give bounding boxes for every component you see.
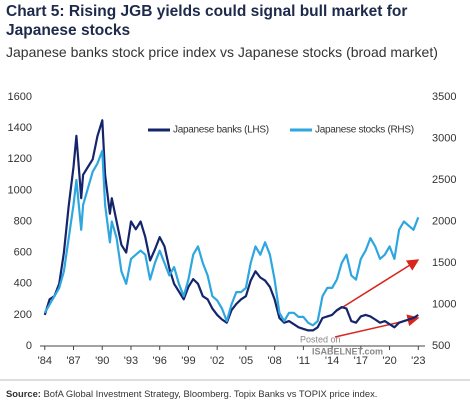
y2-tick-label: 2000 (432, 215, 456, 227)
watermark: Posted on (300, 334, 341, 344)
x-tick-label: '96 (153, 355, 167, 367)
x-tick-label: '20 (382, 355, 396, 367)
x-tick-label: '87 (66, 355, 80, 367)
y2-tick-label: 3500 (432, 91, 456, 103)
x-tick-label: '99 (181, 355, 195, 367)
annotation-arrow (334, 259, 420, 313)
chart-subtitle: Japanese banks stock price index vs Japa… (6, 44, 438, 60)
x-tick-label: '08 (267, 355, 281, 367)
chart: 0 200 400 600 800 1000 1200 1400 1600 500 1000 1500… (0, 91, 470, 381)
y-tick-label: 600 (14, 247, 32, 259)
y2-tick-label: 3000 (432, 132, 456, 144)
source-label: Source: (6, 388, 41, 399)
x-tick-label: '02 (210, 355, 224, 367)
y-tick-label: 400 (14, 278, 32, 290)
y2-tick-label: 2500 (432, 174, 456, 186)
y-tick-label: 0 (26, 340, 32, 352)
x-tick-label: '90 (95, 355, 109, 367)
watermark: ISABELNET.com (312, 346, 383, 356)
y2-tick-label: 500 (432, 340, 450, 352)
x-tick-label: '11 (297, 355, 311, 367)
x-tick-label: '93 (124, 355, 138, 367)
y-tick-label: 1200 (8, 153, 32, 165)
y-tick-label: 200 (14, 309, 32, 321)
y2-tick-label: 1500 (432, 257, 456, 269)
x-tick-label: '14 (325, 355, 339, 367)
x-tick-label: '05 (239, 355, 253, 367)
source-text: BofA Global Investment Strategy, Bloombe… (43, 388, 378, 399)
y-tick-label: 800 (14, 215, 32, 227)
y-tick-label: 1600 (8, 91, 32, 103)
chart-title: Chart 5: Rising JGB yields could signal … (6, 3, 408, 39)
legend-label: Japanese stocks (RHS) (315, 125, 414, 136)
line-series (43, 149, 420, 327)
line-series (43, 119, 419, 332)
legend-label: Japanese banks (LHS) (173, 125, 269, 136)
y2-tick-label: 1000 (432, 298, 456, 310)
y-tick-label: 1400 (8, 122, 32, 134)
x-tick-label: '17 (354, 355, 368, 367)
x-tick-label: '23 (411, 355, 425, 367)
x-tick-label: '84 (38, 355, 52, 367)
source: Source: BofA Global Investment Strategy,… (6, 388, 377, 399)
y-tick-label: 1000 (8, 184, 32, 196)
